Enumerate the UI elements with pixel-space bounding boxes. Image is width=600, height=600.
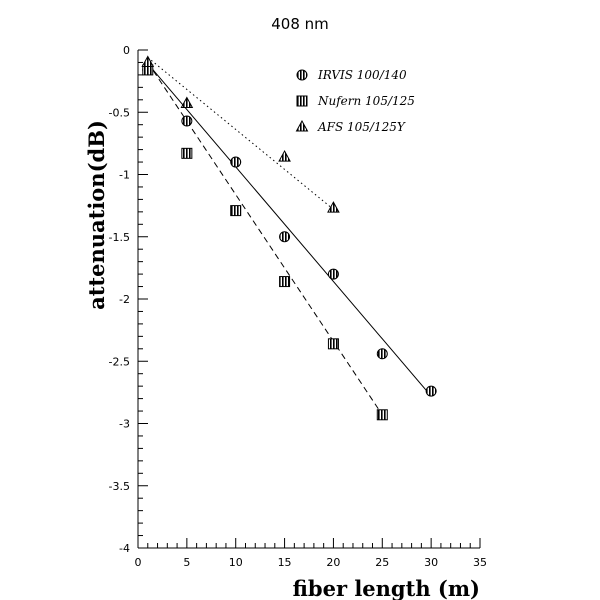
legend-label-irvis-100-140: IRVIS 100/140 [317,68,407,82]
x-tick-label: 0 [135,556,142,569]
fit-line-irvis-100-140 [147,63,432,397]
data-point-irvis-100-140 [279,231,291,243]
legend-marker-afs-105-125y [295,119,309,132]
data-point-afs-105-125y [278,150,291,162]
y-tick-label: -2.5 [109,355,130,368]
fit-line-afs-105-125y [147,57,334,210]
legend-marker-irvis-100-140 [296,69,308,81]
data-point-irvis-100-140 [327,268,339,280]
data-point-afs-105-125y [180,96,194,109]
data-point-irvis-100-140 [181,115,193,127]
data-point-irvis-100-140 [376,348,388,360]
data-point-nufern-105-125 [327,338,339,350]
data-point-irvis-100-140 [425,385,437,397]
x-axis-ticks: 0 5 10 15 20 25 30 35 [135,538,487,569]
x-tick-label: 35 [473,556,487,569]
data-point-afs-105-125y [141,55,155,67]
legend-marker-nufern-105-125 [296,95,308,107]
data-point-nufern-105-125 [230,205,242,217]
data-point-nufern-105-125 [279,276,291,288]
y-tick-label: 0 [123,44,130,57]
x-tick-label: 25 [375,556,389,569]
data-point-nufern-105-125 [376,409,388,421]
y-tick-label: -1.5 [109,231,130,244]
x-tick-label: 30 [424,556,438,569]
data-point-afs-105-125y [327,201,340,213]
x-tick-label: 20 [326,556,340,569]
legend-label-nufern-105-125: Nufern 105/125 [317,94,415,108]
y-tick-label: -1 [119,169,130,182]
x-tick-label: 5 [183,556,190,569]
y-tick-label: -3 [119,418,130,431]
data-point-nufern-105-125 [181,147,193,159]
y-tick-label: -2 [119,293,130,306]
legend: IRVIS 100/140 Nufern 105/125 AFS 105/125Y [295,68,415,134]
x-axis-title: fiber length (m) [293,576,480,600]
y-tick-label: -4 [119,542,130,555]
data-point-irvis-100-140 [230,156,242,168]
y-axis-title: attenuation(dB) [84,120,109,310]
x-tick-label: 15 [278,556,292,569]
y-axis-ticks: 0 -0.5 -1 -1.5 -2 -2.5 -3 -3.5 -4 [109,44,148,555]
x-tick-label: 10 [229,556,243,569]
fit-line-nufern-105-125 [147,62,383,416]
y-tick-label: -3.5 [109,480,130,493]
legend-label-afs-105-125y: AFS 105/125Y [317,120,406,134]
data-points [141,55,437,421]
chart-title: 408 nm [271,15,329,33]
y-tick-label: -0.5 [109,106,130,119]
